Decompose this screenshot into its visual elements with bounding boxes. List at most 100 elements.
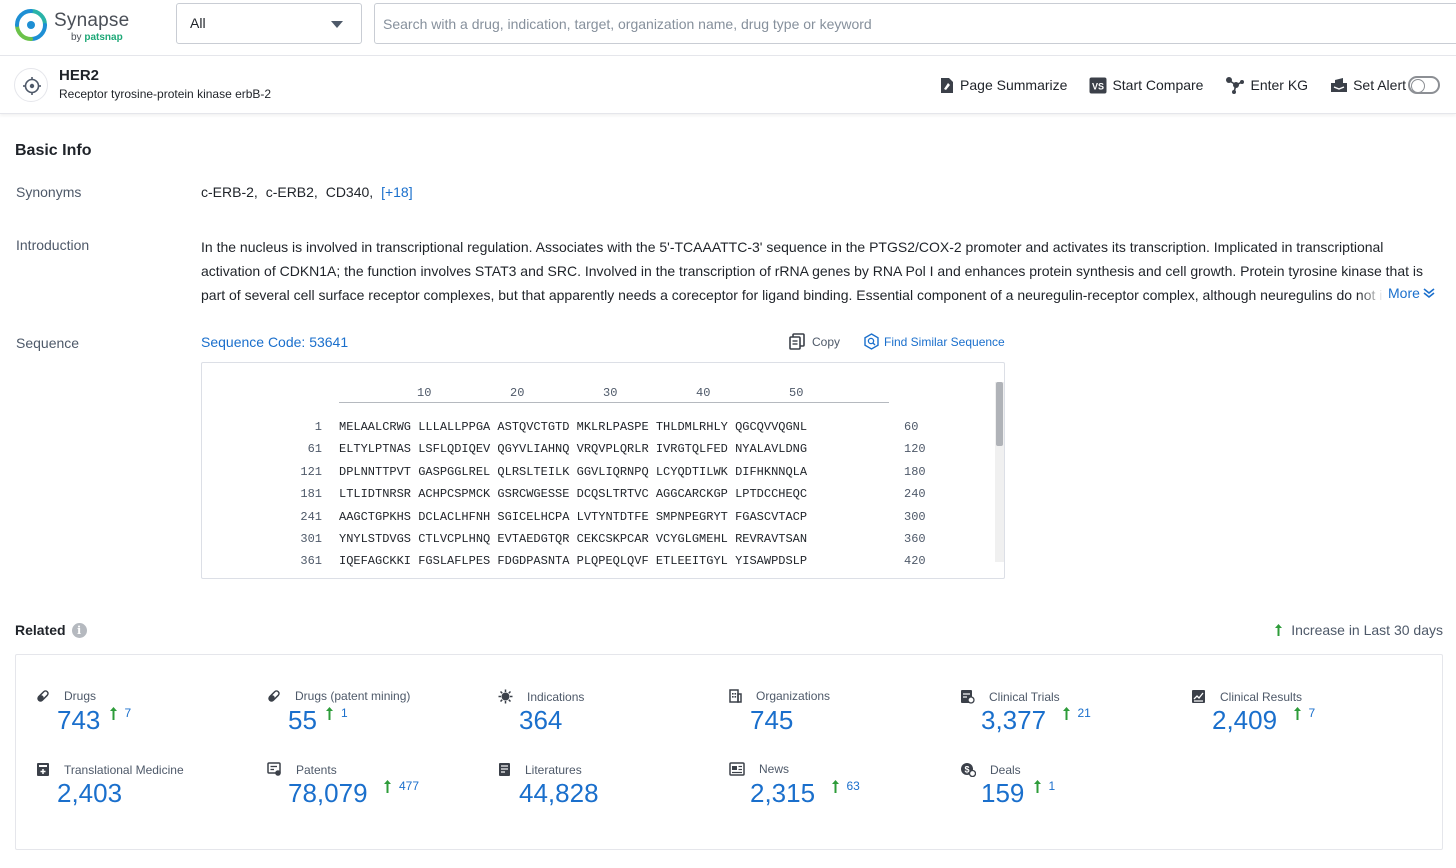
related-stat-value[interactable]: 2,315 — [750, 778, 815, 809]
introduction-label: Introduction — [16, 237, 89, 253]
sequence-label: Sequence — [16, 335, 79, 351]
related-stat-value[interactable]: 743 — [57, 705, 100, 736]
enter-kg-button[interactable]: Enter KG — [1225, 76, 1308, 94]
related-stat-value[interactable]: 55 — [288, 705, 317, 736]
related-stat-patents[interactable]: Patents78,079477 — [267, 762, 487, 822]
related-stat-label: $ Deals — [960, 762, 1021, 777]
related-stat-indications[interactable]: Indications364 — [498, 689, 718, 749]
related-stat-label-text: Literatures — [525, 763, 582, 777]
book-icon — [498, 762, 518, 777]
synonyms-more-link[interactable]: [+18] — [381, 184, 413, 200]
related-stat-value[interactable]: 745 — [750, 705, 793, 736]
arrow-up-icon — [1062, 706, 1071, 721]
sequence-row: 301YNYLSTDVGS CTLVCPLHNQ EVTAEDGTQR CEKC… — [202, 532, 962, 554]
related-stat-increase-value: 21 — [1078, 706, 1091, 720]
ruler-tick: 50 — [789, 386, 803, 400]
knowledge-graph-icon — [1225, 76, 1245, 94]
related-stat-value[interactable]: 3,377 — [981, 705, 1046, 736]
related-stat-value[interactable]: 2,409 — [1212, 705, 1277, 736]
header-actions: Page Summarize VS Start Compare Enter KG — [917, 74, 1440, 96]
related-stat-label: Literatures — [498, 762, 582, 777]
related-stat-increase: 1 — [1033, 779, 1056, 794]
related-stat-label: Clinical Trials — [960, 689, 1060, 704]
related-stat-organizations[interactable]: Organizations 745 — [729, 689, 949, 749]
related-stat-label: Clinical Results — [1191, 689, 1302, 704]
related-stat-clinical-trials[interactable]: Clinical Trials3,377 21 — [960, 689, 1180, 749]
set-alert-button[interactable]: Set Alert — [1330, 77, 1406, 93]
start-compare-button[interactable]: VS Start Compare — [1089, 77, 1203, 94]
search-box[interactable] — [374, 3, 1456, 44]
related-stat-increase: 7 — [1293, 706, 1316, 721]
related-stat-literatures[interactable]: Literatures44,828 — [498, 762, 718, 822]
sequence-row-end: 300 — [904, 510, 926, 524]
sequence-row-end: 420 — [904, 554, 926, 568]
related-stat-value[interactable]: 78,079 — [288, 778, 368, 809]
sequence-row-start: 121 — [262, 465, 322, 479]
related-stat-label-text: Clinical Trials — [989, 690, 1060, 704]
related-stat-deals[interactable]: $ Deals159 1 — [960, 762, 1180, 822]
info-icon[interactable]: i — [72, 623, 87, 638]
similar-sequence-icon — [863, 333, 880, 350]
sequence-row: 61ELTYLPTNAS LSFLQDIQEV QGYVLIAHNQ VRQVP… — [202, 442, 962, 464]
svg-text:$: $ — [964, 765, 969, 775]
related-stat-drugs[interactable]: Drugs 743 7 — [36, 689, 256, 749]
introduction-more-button[interactable]: More — [1358, 283, 1444, 303]
alert-toggle[interactable] — [1408, 76, 1440, 94]
related-stat-label: Drugs (patent mining) — [267, 689, 410, 703]
related-stat-increase: 7 — [109, 706, 132, 721]
sequence-row-residues: LTLIDTNRSR ACHPCSPMCK GSRCWGESSE DCQSLTR… — [339, 487, 807, 501]
related-stat-label: Drugs — [36, 689, 96, 703]
arrow-up-icon — [109, 706, 118, 721]
alert-icon — [1330, 77, 1348, 93]
sequence-row: 181 LTLIDTNRSR ACHPCSPMCK GSRCWGESSE DCQS… — [202, 487, 962, 509]
arrow-up-icon — [383, 779, 392, 794]
page-subtitle: Receptor tyrosine-protein kinase erbB-2 — [59, 87, 271, 101]
sequence-row: 1MELAALCRWG LLLALLPPGA ASTQVCTGTD MKLRLP… — [202, 420, 962, 442]
copy-sequence-button[interactable]: Copy — [789, 333, 840, 350]
related-stat-clinical-results[interactable]: Clinical Results2,409 7 — [1191, 689, 1411, 749]
ruler-tick: 10 — [417, 386, 431, 400]
search-scope-select[interactable]: All — [176, 3, 362, 44]
related-stat-label-text: Indications — [527, 690, 584, 704]
related-stat-value[interactable]: 159 — [981, 778, 1024, 809]
sequence-row: 121DPLNNTTPVT GASPGGLREL QLRSLTEILK GGVL… — [202, 465, 962, 487]
related-stat-value[interactable]: 364 — [519, 705, 562, 736]
arrow-up-icon — [831, 779, 840, 794]
ruler-tick: 20 — [510, 386, 524, 400]
find-similar-sequence-button[interactable]: Find Similar Sequence — [863, 333, 1005, 350]
related-stat-label-text: Deals — [990, 763, 1021, 777]
page-summarize-label: Page Summarize — [960, 77, 1067, 93]
sequence-viewer[interactable]: 10 20 30 40 50 1MELAALCRWG LLLALLPPGA AS… — [201, 362, 1005, 579]
newspaper-icon — [729, 762, 752, 776]
related-stat-value[interactable]: 2,403 — [57, 778, 122, 809]
related-stat-value[interactable]: 44,828 — [519, 778, 599, 809]
related-stat-translational-medicine[interactable]: Translational Medicine2,403 — [36, 762, 256, 822]
page-summarize-button[interactable]: Page Summarize — [939, 77, 1067, 94]
sequence-row-start: 181 — [262, 487, 322, 501]
related-stat-increase-value: 7 — [1309, 706, 1316, 720]
search-input[interactable] — [383, 14, 1443, 34]
related-stat-label-text: Clinical Results — [1220, 690, 1302, 704]
introduction-more-label: More — [1388, 285, 1420, 301]
sequence-row-end: 60 — [904, 420, 918, 434]
sequence-row-start: 61 — [262, 442, 322, 456]
basic-info-title: Basic Info — [15, 142, 91, 160]
increase-legend-label: Increase in Last 30 days — [1291, 622, 1443, 638]
related-stat-increase-value: 7 — [125, 706, 132, 720]
sequence-code-link[interactable]: Sequence Code: 53641 — [201, 334, 348, 350]
related-stat-label-text: Organizations — [756, 689, 830, 703]
enter-kg-label: Enter KG — [1250, 77, 1308, 93]
introduction-text: In the nucleus is involved in transcript… — [201, 235, 1433, 307]
related-title: Related i — [15, 622, 87, 638]
sequence-row-start: 241 — [262, 510, 322, 524]
sequence-row: 241AAGCTGPKHS DCLACLHFNH SGICELHCPA LVTY… — [202, 510, 962, 532]
related-stat-label-text: Drugs (patent mining) — [295, 689, 410, 703]
page-title: HER2 — [59, 67, 99, 84]
sequence-scrollbar[interactable] — [995, 382, 1004, 562]
related-stat-increase-value: 1 — [341, 706, 348, 720]
scrollbar-thumb[interactable] — [996, 382, 1003, 446]
synonym-item: c-ERB-2, — [201, 184, 258, 200]
synapse-logo[interactable]: Synapse by patsnap — [14, 8, 134, 44]
related-stat-drugs-patent-mining[interactable]: Drugs (patent mining) 55 1 — [267, 689, 487, 749]
related-stat-news[interactable]: News2,31563 — [729, 762, 949, 822]
